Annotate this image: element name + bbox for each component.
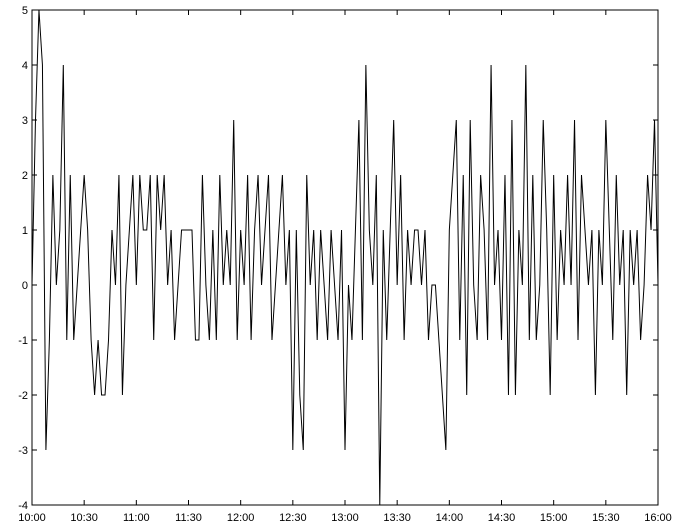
- x-tick-label: 15:00: [540, 512, 568, 524]
- x-tick-label: 13:30: [383, 512, 411, 524]
- y-tick-label: 1: [22, 225, 28, 237]
- y-tick-label: 3: [22, 115, 28, 127]
- y-tick-label: -3: [18, 445, 28, 457]
- y-tick-label: -4: [18, 500, 28, 512]
- x-tick-label: 12:30: [279, 512, 307, 524]
- x-tick-label: 15:30: [592, 512, 620, 524]
- x-tick-label: 11:30: [175, 512, 202, 524]
- x-tick-label: 12:00: [227, 512, 255, 524]
- x-tick-label: 10:30: [70, 512, 98, 524]
- x-tick-label: 13:00: [331, 512, 359, 524]
- x-tick-label: 11:00: [123, 512, 150, 524]
- x-tick-label: 14:30: [488, 512, 516, 524]
- y-tick-label: 5: [22, 5, 28, 17]
- x-tick-label: 16:00: [644, 512, 672, 524]
- y-tick-label: 2: [22, 170, 28, 182]
- x-tick-label: 10:00: [18, 512, 46, 524]
- y-tick-label: -2: [18, 390, 28, 402]
- data-line: [31, 9, 659, 506]
- y-tick-label: 0: [22, 280, 28, 292]
- y-tick-label: 4: [22, 60, 28, 72]
- x-tick-label: 14:00: [436, 512, 464, 524]
- y-tick-label: -1: [18, 335, 28, 347]
